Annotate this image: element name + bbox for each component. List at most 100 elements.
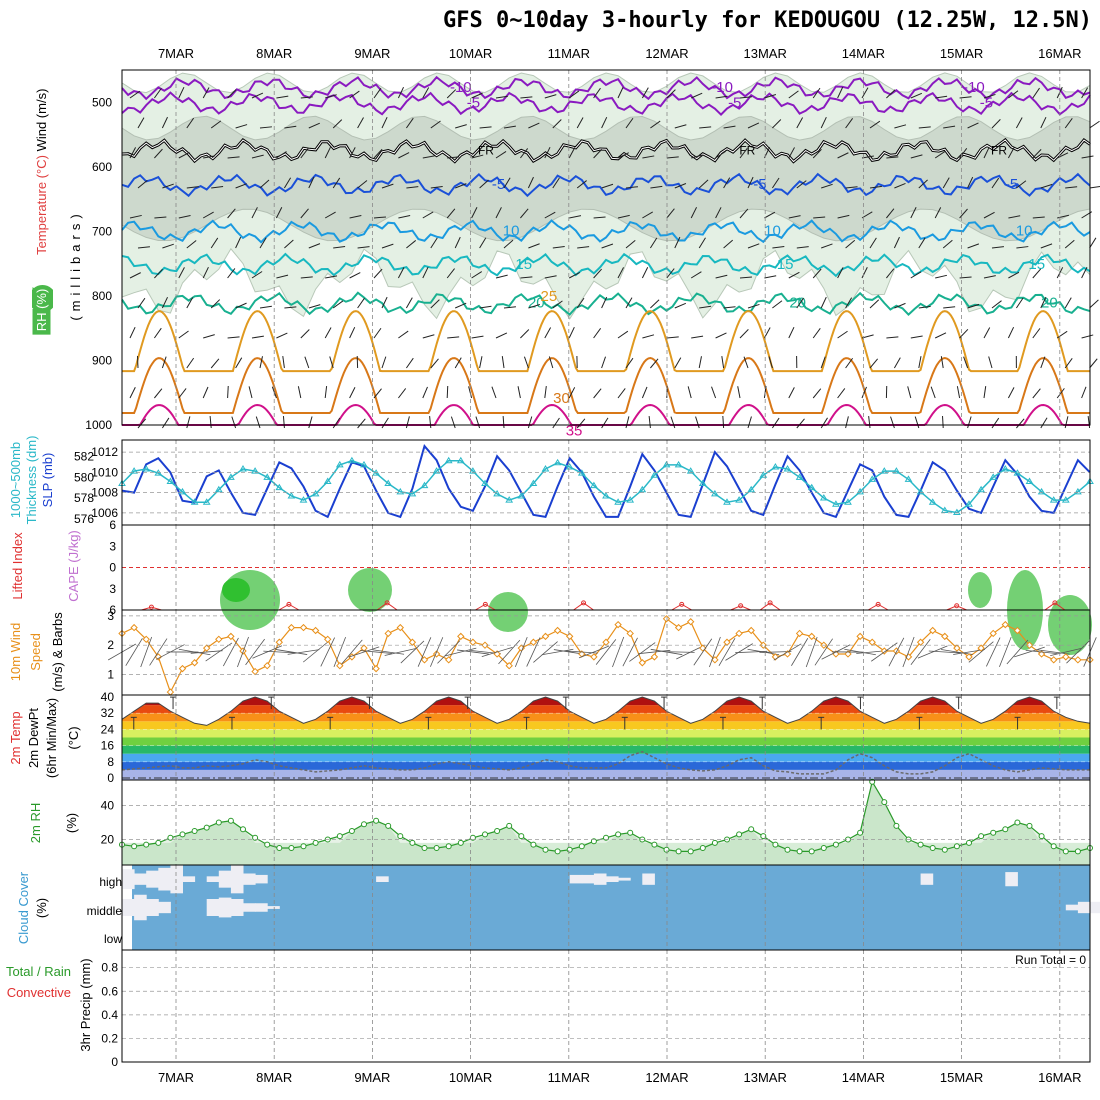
wind-barb — [517, 386, 521, 399]
wind-barb — [276, 151, 287, 159]
wind10-barb — [384, 648, 417, 656]
wind-barb — [235, 302, 247, 309]
wind10-barb — [149, 638, 168, 666]
contour-label: 20 — [528, 295, 545, 312]
cloud-high-bar — [158, 867, 171, 891]
wind-barb — [576, 297, 585, 309]
wind-barb — [674, 236, 681, 249]
wind-barb — [670, 416, 676, 429]
contour-label: 10 — [1016, 222, 1033, 239]
wind-barb — [405, 357, 414, 369]
wind-barb — [1040, 356, 1046, 369]
pressure-tick-label: 700 — [92, 224, 112, 238]
wind-barb — [282, 356, 285, 369]
wind-barb — [674, 183, 687, 189]
wind-barb — [641, 267, 649, 279]
wind-barb — [893, 236, 900, 249]
cloud-middle-bar — [206, 899, 220, 916]
thickness-point — [711, 489, 719, 497]
cloud-high-bar — [134, 873, 147, 885]
rh-point — [300, 843, 307, 850]
wind10-point — [251, 667, 259, 676]
thickness-point — [444, 456, 453, 464]
precip-tick-label: 0.6 — [101, 984, 118, 998]
wind-barb — [691, 92, 703, 99]
temp-band — [122, 769, 1090, 780]
thickness-point — [481, 479, 489, 487]
cloud-middle-bar — [146, 899, 159, 916]
wind-barb — [698, 179, 709, 189]
wind-barb — [910, 335, 923, 339]
cloud-high-bar — [170, 865, 183, 894]
wind-barb — [1016, 418, 1025, 429]
thickness-point — [602, 492, 610, 499]
precip-convective-label: Convective — [7, 985, 71, 1000]
rh-point — [881, 799, 888, 806]
wind-barb — [894, 124, 907, 129]
thickness-point — [880, 467, 889, 474]
wind-barb — [210, 237, 219, 249]
wind-barb — [601, 296, 608, 309]
wind-barb — [381, 243, 394, 249]
wind-barb — [648, 416, 651, 429]
wind10-point — [638, 659, 647, 667]
wind10-barb — [638, 649, 671, 655]
grid-lines — [122, 70, 1090, 1062]
wind-barb — [528, 304, 541, 309]
wind-barb — [373, 216, 386, 219]
wind-barb — [690, 271, 702, 279]
contour-label: -5 — [753, 176, 766, 193]
temp-band — [122, 697, 1090, 706]
date-label-bottom: 12MAR — [645, 1070, 688, 1085]
wind-barb — [186, 117, 195, 129]
thickness-point — [892, 467, 901, 474]
wind-barb — [398, 152, 410, 159]
wind-barb — [650, 299, 660, 309]
wind-barb — [1089, 120, 1100, 129]
wind-barb — [471, 92, 483, 99]
rh-point — [1074, 848, 1081, 855]
wind10-point — [711, 656, 719, 664]
wind-barb — [641, 386, 648, 399]
lifted-index-peak — [475, 603, 496, 611]
wind-barb — [276, 95, 289, 99]
wind-barb — [593, 148, 603, 159]
wind-barb — [471, 154, 484, 159]
wind10-label-b: Speed — [28, 633, 43, 671]
wind-barb — [479, 356, 483, 369]
wind10-point — [227, 632, 235, 641]
wind-barb — [300, 208, 309, 219]
cloud-middle-bar — [1077, 901, 1091, 914]
temperature-contour — [121, 252, 1091, 278]
lifted-index-peak — [759, 602, 781, 611]
wind-barb — [430, 120, 441, 129]
wind-barb — [1040, 296, 1047, 309]
wind-barb — [576, 117, 584, 129]
rh-point — [1014, 819, 1021, 826]
wind-barb — [455, 124, 467, 129]
wind-barb — [723, 125, 736, 129]
thickness-point — [227, 473, 235, 480]
wind-barb — [162, 243, 174, 249]
slp-tick-label: 1012 — [91, 445, 118, 459]
wind-barb — [129, 326, 136, 339]
rh-point — [264, 841, 271, 848]
wind10-barb — [275, 649, 308, 655]
wind-barb — [251, 335, 264, 339]
wind-barb — [568, 90, 580, 99]
rh-point — [578, 843, 585, 850]
wind-barb — [650, 185, 663, 189]
wind10-barb — [252, 645, 283, 659]
rh-point — [1026, 822, 1033, 829]
wind-barb — [711, 386, 717, 399]
wind-barb — [942, 239, 953, 249]
wind-barb — [276, 332, 288, 339]
lifted-index-peak — [671, 603, 692, 611]
wind-barb — [641, 87, 649, 99]
thickness-point — [275, 483, 284, 491]
upper-temp-label: Temperature (°C) — [34, 155, 49, 255]
thickness-point — [1074, 487, 1082, 495]
wind-barb — [308, 122, 320, 129]
wind10-barb — [456, 649, 489, 655]
wind10-barb — [1037, 649, 1070, 655]
